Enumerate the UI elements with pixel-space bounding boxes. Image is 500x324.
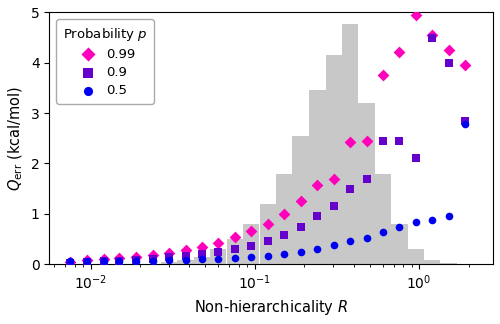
0.5	[165, 258, 173, 263]
0.99	[379, 73, 387, 78]
0.5	[232, 256, 239, 261]
0.9	[100, 259, 108, 264]
0.9	[66, 260, 74, 265]
0.5	[296, 249, 304, 254]
0.9	[362, 176, 370, 181]
0.9	[165, 255, 173, 260]
0.5	[330, 242, 338, 248]
0.99	[66, 259, 74, 264]
0.9	[444, 60, 452, 65]
0.99	[296, 199, 304, 204]
0.99	[346, 140, 354, 145]
0.9	[132, 257, 140, 262]
0.5	[214, 256, 222, 261]
0.9	[330, 204, 338, 209]
0.99	[444, 48, 452, 53]
0.99	[83, 258, 91, 263]
0.5	[444, 213, 452, 218]
0.5	[379, 230, 387, 235]
0.5	[149, 258, 157, 263]
0.5	[461, 122, 469, 127]
0.99	[165, 250, 173, 256]
0.99	[314, 182, 322, 187]
Y-axis label: $Q_{\mathrm{err}}$ (kcal/mol): $Q_{\mathrm{err}}$ (kcal/mol)	[7, 86, 26, 191]
0.5	[132, 258, 140, 263]
0.99	[214, 240, 222, 245]
0.5	[346, 238, 354, 244]
X-axis label: Non-hierarchicality $R$: Non-hierarchicality $R$	[194, 298, 348, 317]
0.5	[83, 259, 91, 264]
0.5	[314, 246, 322, 251]
0.5	[182, 257, 190, 262]
0.9	[214, 249, 222, 254]
0.5	[362, 236, 370, 241]
0.9	[232, 247, 239, 252]
0.99	[132, 254, 140, 259]
0.9	[346, 186, 354, 191]
0.9	[83, 260, 91, 265]
0.5	[396, 225, 404, 230]
0.9	[412, 156, 420, 161]
0.9	[428, 35, 436, 40]
0.99	[280, 211, 288, 216]
0.9	[379, 138, 387, 144]
0.9	[461, 118, 469, 123]
0.5	[116, 259, 124, 264]
0.5	[280, 251, 288, 257]
0.9	[396, 138, 404, 144]
0.99	[149, 252, 157, 258]
0.99	[428, 32, 436, 38]
0.99	[116, 256, 124, 261]
0.99	[330, 176, 338, 181]
0.99	[396, 49, 404, 54]
0.99	[461, 63, 469, 68]
0.9	[182, 253, 190, 258]
0.5	[247, 255, 255, 260]
0.5	[198, 257, 206, 262]
0.9	[264, 238, 272, 244]
0.99	[362, 138, 370, 144]
0.5	[66, 258, 74, 263]
0.9	[198, 251, 206, 256]
0.5	[412, 220, 420, 225]
0.99	[100, 257, 108, 262]
0.99	[247, 229, 255, 234]
0.99	[198, 244, 206, 249]
0.99	[232, 235, 239, 240]
0.99	[412, 12, 420, 17]
0.9	[116, 258, 124, 263]
0.99	[264, 221, 272, 226]
0.5	[428, 217, 436, 223]
0.5	[264, 253, 272, 258]
0.9	[296, 225, 304, 230]
Legend: 0.99, 0.9, 0.5: 0.99, 0.9, 0.5	[56, 19, 154, 104]
0.99	[182, 248, 190, 253]
0.9	[247, 243, 255, 248]
0.9	[280, 232, 288, 237]
0.5	[100, 259, 108, 264]
0.9	[149, 256, 157, 261]
0.9	[314, 214, 322, 219]
